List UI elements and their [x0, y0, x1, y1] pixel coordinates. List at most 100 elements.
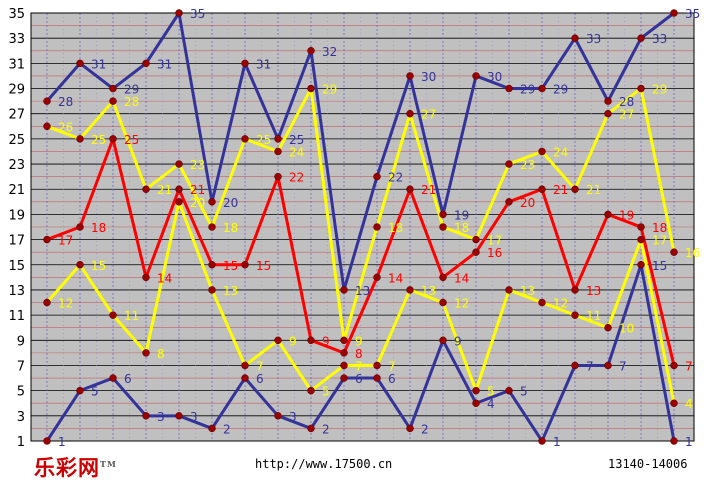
data-point [571, 286, 579, 294]
data-point [670, 361, 678, 370]
data-label: 22 [388, 171, 403, 185]
data-point [406, 72, 414, 80]
data-point [340, 336, 348, 345]
data-label: 21 [157, 183, 172, 197]
data-label: 13 [520, 284, 535, 298]
data-point [439, 223, 447, 231]
data-point [373, 273, 381, 282]
data-point [406, 109, 414, 118]
data-point [571, 34, 579, 42]
data-point [142, 412, 150, 420]
y-tick-label: 1 [17, 435, 25, 450]
data-point [505, 386, 513, 395]
y-tick-label: 13 [8, 284, 25, 299]
data-label: 17 [487, 234, 502, 248]
data-label: 17 [652, 234, 667, 248]
data-point [604, 361, 612, 370]
data-label: 18 [388, 221, 403, 235]
data-point [274, 135, 282, 143]
data-label: 15 [652, 259, 667, 273]
data-point [538, 298, 546, 307]
data-point [208, 198, 216, 206]
data-point [208, 261, 216, 269]
data-label: 31 [157, 57, 172, 71]
data-label: 13 [223, 284, 238, 298]
data-point [637, 34, 645, 42]
data-label: 17 [58, 234, 73, 248]
data-point [175, 185, 183, 193]
y-tick-label: 5 [17, 385, 25, 400]
data-label: 27 [421, 108, 436, 122]
data-point [109, 374, 117, 382]
data-point [175, 198, 183, 206]
data-point [109, 135, 117, 143]
logo: 乐彩网TM [34, 455, 117, 480]
data-point [670, 248, 678, 256]
data-label: 18 [652, 221, 667, 235]
data-label: 12 [553, 297, 568, 311]
data-label: 13 [355, 284, 370, 298]
plot-frame [30, 12, 695, 442]
data-label: 18 [91, 221, 106, 235]
data-label: 5 [91, 385, 99, 399]
data-label: 25 [256, 133, 271, 147]
data-point [241, 135, 249, 143]
data-label: 31 [91, 57, 106, 71]
data-label: 10 [619, 322, 634, 336]
data-label: 14 [454, 271, 469, 285]
data-label: 23 [190, 158, 205, 172]
data-point [340, 286, 348, 294]
data-label: 28 [619, 95, 634, 109]
y-tick-label: 3 [17, 410, 25, 425]
data-label: 25 [124, 133, 139, 147]
data-label: 16 [487, 246, 502, 260]
data-label: 25 [91, 133, 106, 147]
data-label: 1 [553, 435, 561, 449]
data-point [43, 235, 51, 244]
data-point [307, 47, 315, 55]
y-tick-label: 7 [17, 359, 25, 374]
data-point [472, 386, 480, 395]
grid-lines [30, 12, 695, 442]
data-label: 21 [421, 183, 436, 197]
data-point [76, 59, 84, 68]
data-label: 6 [124, 372, 132, 386]
data-point [241, 374, 249, 382]
data-point [142, 185, 150, 193]
data-label: 15 [223, 259, 238, 273]
y-tick-label: 21 [8, 183, 25, 198]
data-label: 15 [256, 259, 271, 273]
data-label: 9 [454, 334, 462, 348]
data-label: 35 [685, 7, 700, 21]
data-point [76, 223, 84, 231]
data-label: 3 [190, 410, 198, 424]
data-point [571, 361, 579, 370]
data-label: 9 [289, 334, 297, 348]
series-line [46, 137, 676, 366]
data-label: 7 [586, 359, 594, 373]
data-point [373, 172, 381, 181]
data-point [472, 399, 480, 407]
series-line [46, 87, 676, 342]
data-point [274, 147, 282, 156]
data-point [208, 223, 216, 231]
data-label: 12 [58, 297, 73, 311]
data-point [670, 9, 678, 17]
data-label: 12 [454, 297, 469, 311]
y-tick-label: 11 [8, 309, 25, 324]
data-label: 6 [355, 372, 363, 386]
data-point [637, 84, 645, 93]
data-label: 30 [421, 70, 436, 84]
data-label: 2 [322, 422, 330, 436]
data-point [439, 298, 447, 307]
data-point [76, 135, 84, 143]
data-point [142, 59, 150, 68]
data-label: 28 [58, 95, 73, 109]
data-label: 26 [58, 120, 73, 134]
data-point [538, 84, 546, 93]
site-url[interactable]: http://www.17500.cn [255, 457, 393, 471]
data-point [571, 311, 579, 319]
data-label: 35 [190, 7, 205, 21]
data-label: 30 [487, 70, 502, 84]
data-point [175, 412, 183, 420]
